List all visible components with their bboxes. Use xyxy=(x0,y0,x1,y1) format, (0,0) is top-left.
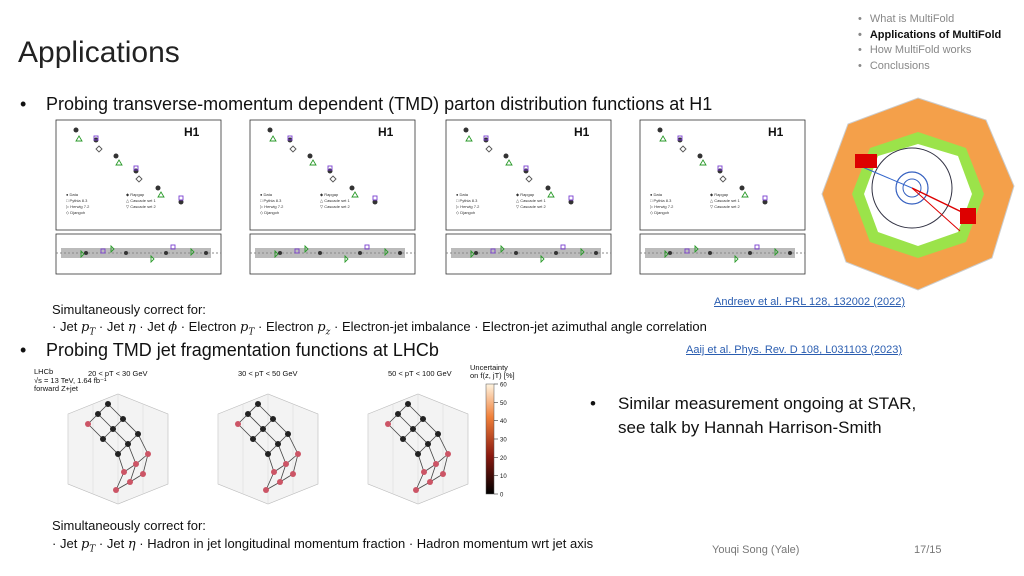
page-number: 17/15 xyxy=(914,544,942,556)
bullet-heading: Probing transverse-momentum dependent (T… xyxy=(20,94,712,115)
nav-item[interactable]: How MultiFold works xyxy=(858,43,1001,59)
item-text: Jet xyxy=(147,319,165,334)
plot-label: H1 xyxy=(378,125,394,139)
separator: · xyxy=(52,319,57,334)
panel-title: 30 < pT < 50 GeV xyxy=(238,369,298,378)
colorbar-tick-label: 60 xyxy=(500,383,507,389)
item-text: Electron xyxy=(265,319,314,334)
colorbar-tick-label: 30 xyxy=(500,438,507,444)
item-subscript: T xyxy=(89,327,96,338)
separator: · xyxy=(98,319,104,334)
item-text: Hadron momentum wrt jet axis xyxy=(416,536,594,551)
plot-label: H1 xyxy=(184,125,200,139)
colorbar-tick-label: 0 xyxy=(500,493,504,499)
item-text: Electron-jet imbalance xyxy=(341,319,471,334)
reference-link[interactable]: Aaij et al. Phys. Rev. D 108, L031103 (2… xyxy=(686,344,903,356)
item-subscript: T xyxy=(89,544,96,555)
correction-list: · Jet pT · Jet η · Jet ϕ · Electron pT ·… xyxy=(52,319,707,338)
item-text: Electron xyxy=(188,319,237,334)
h1-plots: ● Data□ Pythia 8.3▷ Herwig 7.2◇ Djangoh◆… xyxy=(55,119,806,275)
correction-label: Simultaneously correct for: xyxy=(52,302,206,317)
star-note: Similar measurement ongoing at STAR, see … xyxy=(590,392,917,440)
item-variable: pz xyxy=(317,320,331,338)
item-subscript: T xyxy=(248,327,255,338)
bullet-heading: Probing TMD jet fragmentation functions … xyxy=(20,340,439,361)
item-subscript: z xyxy=(325,327,331,338)
separator: · xyxy=(180,319,186,334)
colorbar-label: on f(z, jT) [%] xyxy=(470,371,515,380)
colorbar-tick-label: 50 xyxy=(500,401,507,407)
separator: · xyxy=(139,536,144,551)
item-variable: pT xyxy=(80,537,96,555)
separator: · xyxy=(257,319,263,334)
colorbar-tick-label: 20 xyxy=(500,456,507,462)
item-text: Jet xyxy=(59,319,78,334)
note-line: Similar measurement ongoing at STAR, xyxy=(618,394,917,413)
experiment-label: LHCb xyxy=(34,367,53,376)
item-variable: pT xyxy=(80,320,96,338)
separator: · xyxy=(474,319,479,334)
nav-item[interactable]: Applications of MultiFold xyxy=(858,28,1001,44)
slide-title: Applications xyxy=(18,36,180,69)
separator: · xyxy=(333,319,339,334)
correction-list: · Jet pT · Jet η · Hadron in jet longitu… xyxy=(52,536,593,555)
item-variable: ϕ xyxy=(168,320,178,335)
plot-label: H1 xyxy=(574,125,590,139)
nav-item[interactable]: What is MultiFold xyxy=(858,12,1001,28)
condition-label: √s = 13 TeV, 1.64 fb⁻¹ xyxy=(34,376,107,385)
correction-label: Simultaneously correct for: xyxy=(52,518,206,533)
footer-author: Youqi Song (Yale) xyxy=(712,544,800,556)
item-text: Jet xyxy=(106,319,125,334)
colorbar-tick-label: 10 xyxy=(500,474,507,480)
item-variable: pT xyxy=(240,320,255,338)
item-text: Hadron in jet longitudinal momentum frac… xyxy=(147,536,406,551)
separator: · xyxy=(139,319,144,334)
separator: · xyxy=(52,536,57,551)
colorbar-tick-label: 40 xyxy=(500,419,507,425)
nav-item[interactable]: Conclusions xyxy=(858,59,1001,75)
section-nav: What is MultiFoldApplications of MultiFo… xyxy=(858,12,1001,74)
panel-title: 20 < pT < 30 GeV xyxy=(88,369,148,378)
separator: · xyxy=(98,536,104,551)
item-text: Electron-jet azimuthal angle correlation xyxy=(482,319,707,334)
event-display xyxy=(821,97,1015,291)
colorbar-label: Uncertainty xyxy=(470,364,508,372)
plot-label: H1 xyxy=(768,125,784,139)
item-text: Jet xyxy=(59,536,78,551)
panel-title: 50 < pT < 100 GeV xyxy=(388,369,452,378)
note-line: see talk by Hannah Harrison-Smith xyxy=(618,418,882,437)
item-variable: η xyxy=(127,537,136,552)
item-text: Jet xyxy=(106,536,125,551)
condition-label: forward Z+jet xyxy=(34,384,79,393)
reference-link[interactable]: Andreev et al. PRL 128, 132002 (2022) xyxy=(714,296,906,308)
separator: · xyxy=(408,536,414,551)
item-variable: η xyxy=(127,320,136,335)
